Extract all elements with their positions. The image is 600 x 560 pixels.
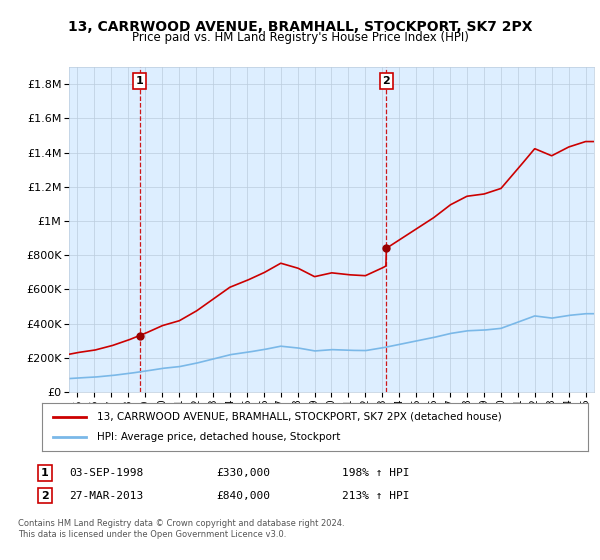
- Text: 198% ↑ HPI: 198% ↑ HPI: [342, 468, 409, 478]
- Text: 13, CARRWOOD AVENUE, BRAMHALL, STOCKPORT, SK7 2PX (detached house): 13, CARRWOOD AVENUE, BRAMHALL, STOCKPORT…: [97, 412, 502, 422]
- Text: £330,000: £330,000: [216, 468, 270, 478]
- Text: HPI: Average price, detached house, Stockport: HPI: Average price, detached house, Stoc…: [97, 432, 340, 442]
- Text: 1: 1: [136, 76, 143, 86]
- Text: 27-MAR-2013: 27-MAR-2013: [69, 491, 143, 501]
- Text: 03-SEP-1998: 03-SEP-1998: [69, 468, 143, 478]
- Text: 213% ↑ HPI: 213% ↑ HPI: [342, 491, 409, 501]
- Text: Contains HM Land Registry data © Crown copyright and database right 2024.
This d: Contains HM Land Registry data © Crown c…: [18, 520, 344, 539]
- Text: 2: 2: [41, 491, 49, 501]
- Text: 13, CARRWOOD AVENUE, BRAMHALL, STOCKPORT, SK7 2PX: 13, CARRWOOD AVENUE, BRAMHALL, STOCKPORT…: [68, 20, 532, 34]
- Text: 1: 1: [41, 468, 49, 478]
- Text: Price paid vs. HM Land Registry's House Price Index (HPI): Price paid vs. HM Land Registry's House …: [131, 31, 469, 44]
- Text: 2: 2: [382, 76, 390, 86]
- Text: £840,000: £840,000: [216, 491, 270, 501]
